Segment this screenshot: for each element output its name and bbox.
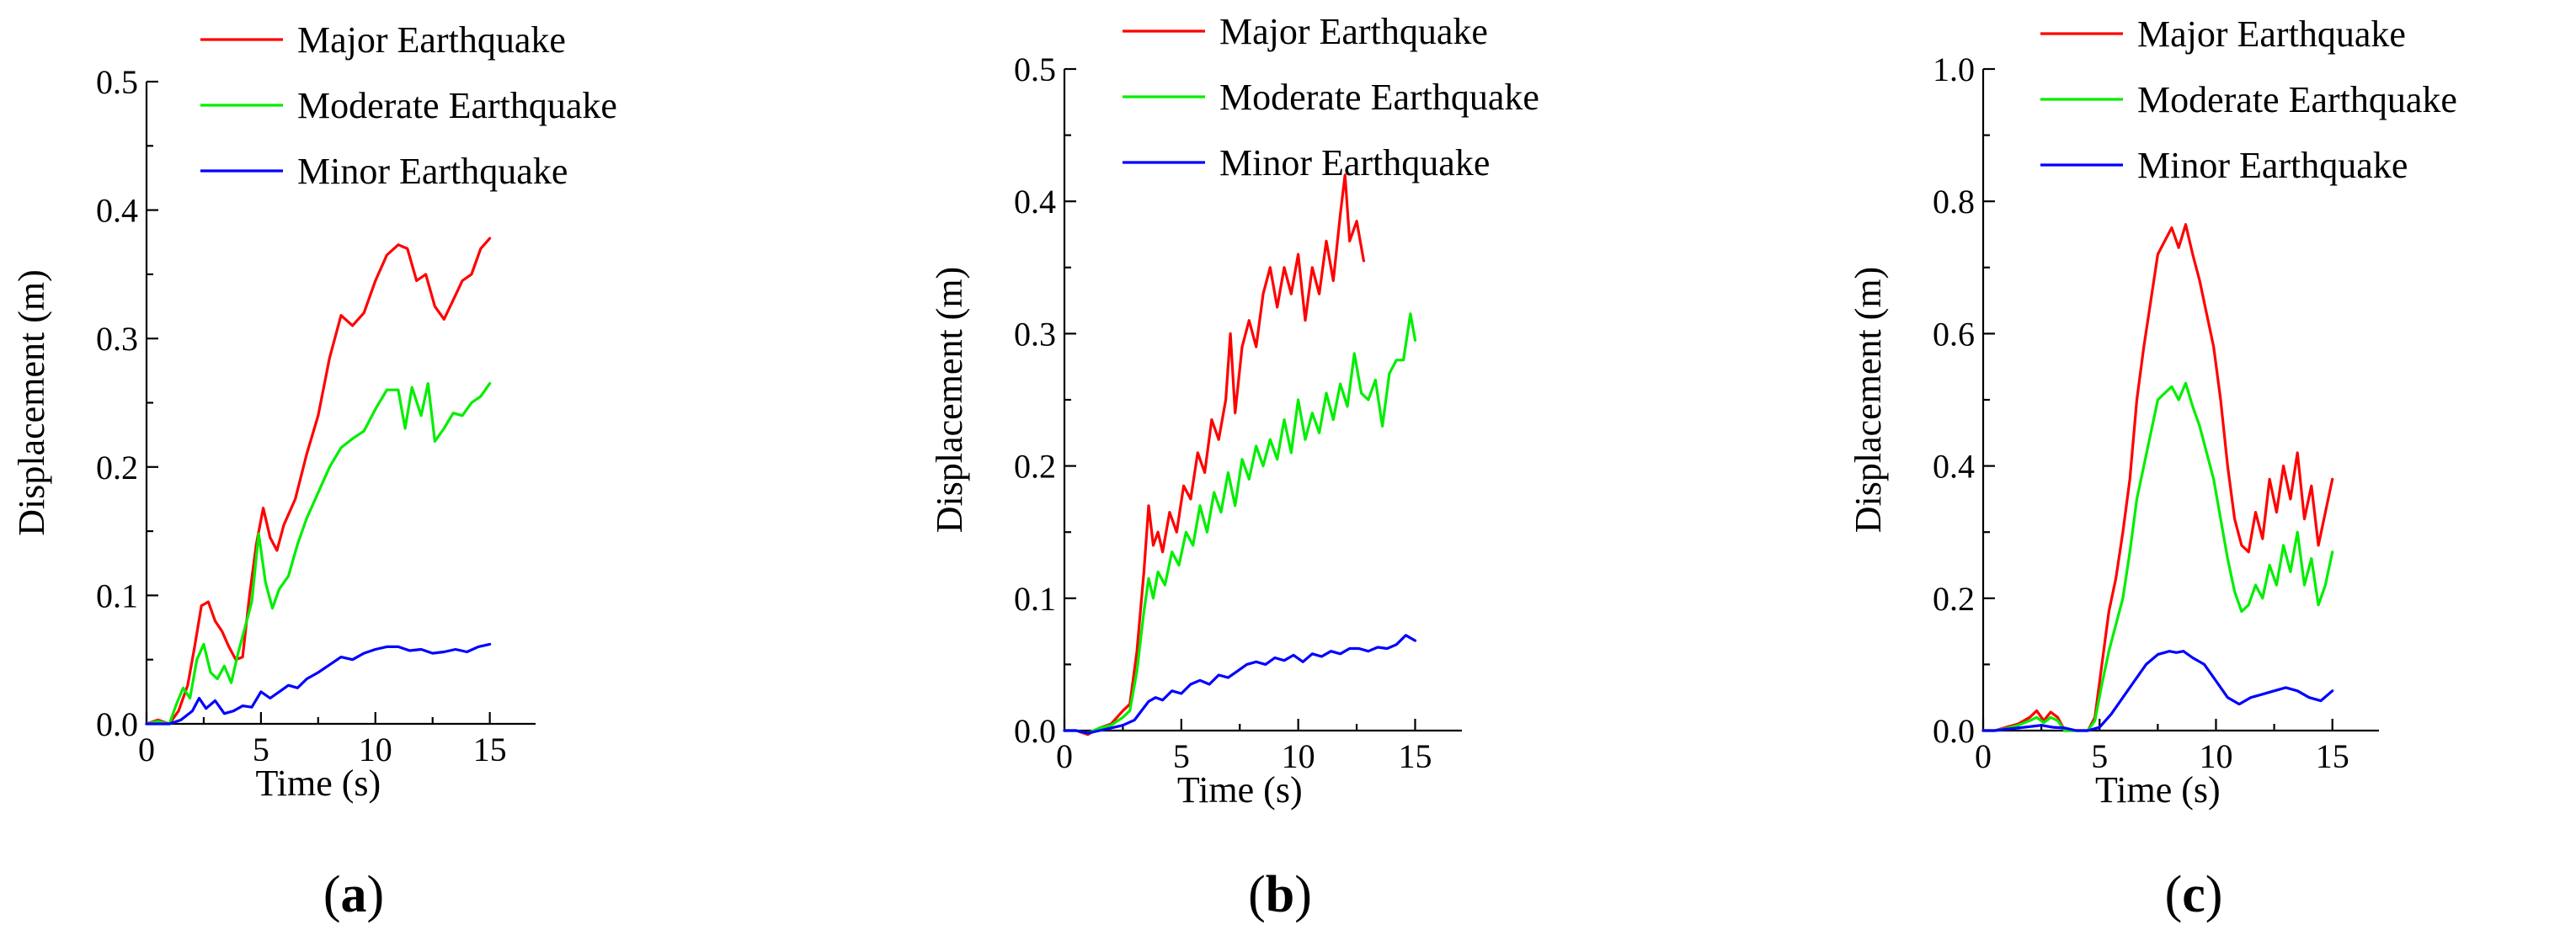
y-tick-label: 0.4 bbox=[1933, 448, 1975, 486]
series-line-minor-earthquake bbox=[1063, 634, 1417, 735]
x-axis-title: Time (s) bbox=[2095, 769, 2221, 811]
x-tick-label: 5 bbox=[253, 731, 269, 768]
x-tick-label: 5 bbox=[2091, 737, 2108, 775]
y-tick-label: 0.0 bbox=[1933, 712, 1975, 750]
y-tick-label: 0.6 bbox=[1933, 315, 1975, 353]
chart-panel-c: 0.0 0.2 0.4 0.6 0.8 1.0 0 5 10 15 Time (s) Displace… bbox=[1848, 13, 2457, 923]
y-tick-label: 0.1 bbox=[1014, 580, 1056, 618]
x-tick-label: 15 bbox=[1398, 737, 1432, 775]
y-tick-label: 0.2 bbox=[96, 449, 138, 486]
chart-panel-a: 0.0 0.1 0.2 0.3 0.4 0.5 0 5 10 15 Time (s) Displace… bbox=[11, 19, 617, 923]
series-line-minor-earthquake bbox=[145, 642, 492, 726]
x-tick-label: 10 bbox=[359, 731, 392, 768]
y-tick-label: 0.3 bbox=[96, 320, 138, 358]
series-line-major-earthquake bbox=[1981, 223, 2334, 732]
panel-label: (b) bbox=[1248, 866, 1312, 923]
series-line-moderate-earthquake bbox=[145, 382, 492, 726]
legend-label: Minor Earthquake bbox=[297, 151, 568, 192]
series-line-moderate-earthquake bbox=[1063, 312, 1417, 735]
series-line-major-earthquake bbox=[1063, 173, 1366, 736]
legend-label: Major Earthquake bbox=[297, 19, 566, 61]
y-tick-label: 0.4 bbox=[1014, 183, 1056, 221]
series-line-minor-earthquake bbox=[1981, 650, 2334, 732]
x-tick-label: 10 bbox=[1282, 737, 1315, 775]
y-tick-label: 0.3 bbox=[1014, 315, 1056, 353]
x-tick-label: 10 bbox=[2199, 737, 2232, 775]
y-axis-title: Displacement (m) bbox=[929, 267, 970, 533]
y-tick-label: 0.1 bbox=[96, 577, 138, 614]
y-tick-label: 0.0 bbox=[1014, 712, 1056, 750]
legend-label: Moderate Earthquake bbox=[2137, 79, 2457, 120]
legend-label: Minor Earthquake bbox=[2137, 145, 2408, 186]
legend-label: Major Earthquake bbox=[1219, 11, 1488, 52]
legend-label: Minor Earthquake bbox=[1219, 142, 1490, 183]
legend-label: Moderate Earthquake bbox=[1219, 77, 1539, 118]
panel-label: (a) bbox=[323, 866, 384, 923]
x-tick-label: 0 bbox=[138, 731, 155, 768]
y-axis-title: Displacement (m) bbox=[1848, 267, 1889, 533]
x-tick-label: 0 bbox=[1975, 737, 1992, 775]
series-line-moderate-earthquake bbox=[1981, 381, 2334, 732]
y-tick-label: 0.2 bbox=[1014, 448, 1056, 486]
x-axis-title: Time (s) bbox=[1177, 769, 1303, 811]
y-tick-label: 0.5 bbox=[96, 63, 138, 101]
legend-label: Major Earthquake bbox=[2137, 13, 2406, 55]
y-tick-label: 0.4 bbox=[96, 192, 138, 230]
y-tick-label: 0.2 bbox=[1933, 580, 1975, 618]
x-tick-label: 15 bbox=[473, 731, 507, 768]
series-line-major-earthquake bbox=[145, 237, 492, 726]
x-axis-title: Time (s) bbox=[255, 763, 381, 804]
x-tick-label: 15 bbox=[2316, 737, 2349, 775]
x-tick-label: 0 bbox=[1056, 737, 1073, 775]
y-axis-title: Displacement (m) bbox=[11, 269, 52, 535]
y-tick-label: 0.5 bbox=[1014, 51, 1056, 88]
x-tick-label: 5 bbox=[1173, 737, 1190, 775]
panel-label: (c) bbox=[2165, 866, 2223, 923]
y-tick-label: 0.0 bbox=[96, 705, 138, 743]
chart-panel-b: 0.0 0.1 0.2 0.3 0.4 0.5 0 5 10 15 Time (s) Displace… bbox=[929, 11, 1539, 923]
y-tick-label: 0.8 bbox=[1933, 183, 1975, 221]
y-tick-label: 1.0 bbox=[1933, 51, 1975, 88]
legend-label: Moderate Earthquake bbox=[297, 85, 617, 126]
